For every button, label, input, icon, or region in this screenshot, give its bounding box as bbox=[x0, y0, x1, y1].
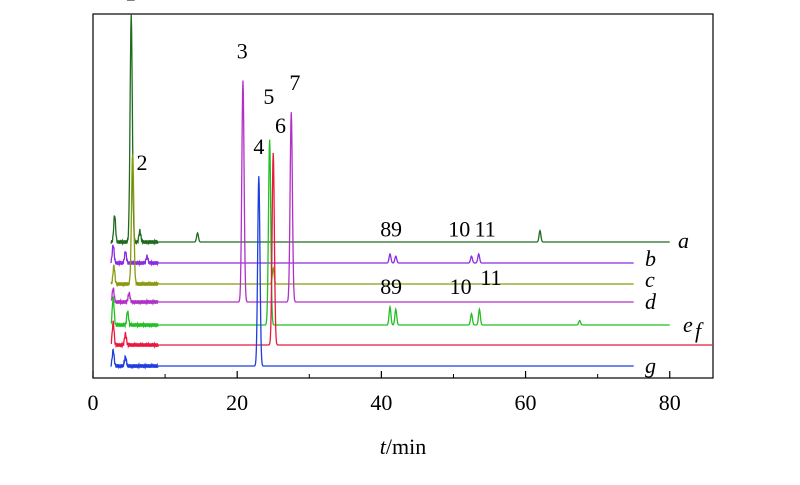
peak-label: 10 bbox=[448, 216, 470, 241]
peak-label: 4 bbox=[253, 134, 264, 159]
plot-frame bbox=[92, 13, 714, 379]
peak-label: 8 bbox=[380, 274, 391, 299]
peak-label: 6 bbox=[275, 113, 286, 138]
x-tick-label: 20 bbox=[226, 390, 248, 415]
peak-label: 3 bbox=[237, 38, 248, 63]
x-axis-ticks: 0 20 40 60 80 bbox=[88, 371, 681, 415]
trace-d bbox=[110, 80, 634, 306]
x-tick-label: 0 bbox=[88, 390, 99, 415]
peak-label-layer: 1234567891011891011 bbox=[125, 0, 502, 299]
peak-label: 10 bbox=[450, 274, 472, 299]
series-label-b: b bbox=[645, 246, 656, 271]
x-axis-label-variable: t bbox=[380, 434, 387, 459]
peak-label: 8 bbox=[380, 216, 391, 241]
trace-g bbox=[110, 176, 634, 370]
peak-label: 5 bbox=[263, 84, 274, 109]
series-label-e: e bbox=[683, 312, 693, 337]
x-tick-label: 40 bbox=[370, 390, 392, 415]
series-label-g: g bbox=[645, 353, 656, 378]
trace-c bbox=[110, 154, 634, 288]
peak-label: 7 bbox=[289, 70, 300, 95]
trace-a bbox=[110, 14, 670, 246]
peak-label: 9 bbox=[391, 216, 402, 241]
x-axis-label-unit: /min bbox=[386, 434, 426, 459]
peak-label: 11 bbox=[480, 265, 501, 290]
series-label-f: f bbox=[695, 318, 704, 343]
peak-label: 1 bbox=[125, 0, 136, 6]
x-tick-label: 60 bbox=[515, 390, 537, 415]
trace-b bbox=[110, 244, 634, 268]
trace-layer bbox=[110, 14, 713, 370]
peak-label: 2 bbox=[137, 150, 148, 175]
x-tick-label: 80 bbox=[659, 390, 681, 415]
peak-label: 9 bbox=[391, 274, 402, 299]
peak-label: 11 bbox=[475, 216, 496, 241]
series-label-a: a bbox=[678, 228, 689, 253]
trace-e bbox=[110, 139, 670, 329]
trace-f bbox=[110, 152, 713, 349]
series-label-c: c bbox=[645, 267, 655, 292]
series-label-d: d bbox=[645, 289, 657, 314]
x-axis-label: t/min bbox=[380, 434, 426, 459]
